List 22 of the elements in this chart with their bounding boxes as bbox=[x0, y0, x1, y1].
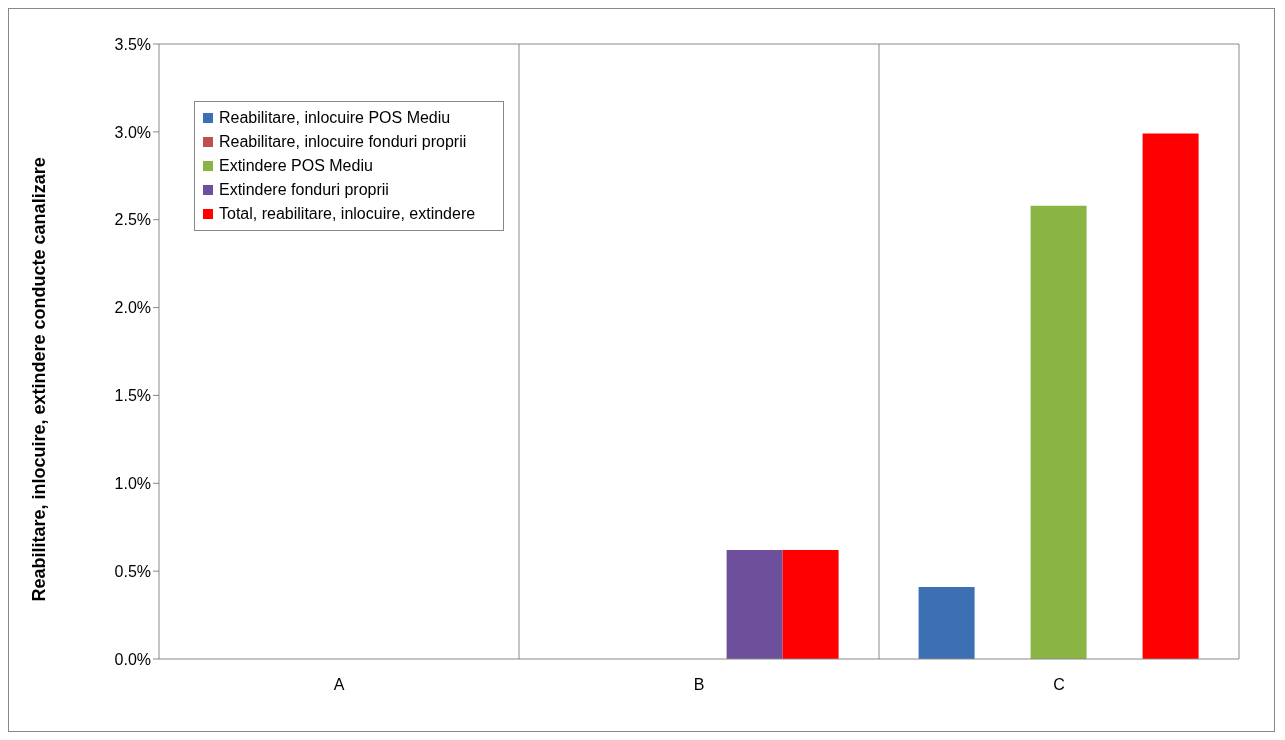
bar bbox=[918, 586, 975, 659]
y-tick-label: 1.5% bbox=[114, 387, 151, 405]
y-tick-label: 2.0% bbox=[114, 299, 151, 317]
legend-label: Reabilitare, inlocuire fonduri proprii bbox=[219, 132, 467, 152]
bar bbox=[1142, 133, 1199, 659]
bar bbox=[1030, 205, 1087, 659]
y-tick-label: 1.0% bbox=[114, 474, 151, 492]
y-tick-label: 0.5% bbox=[114, 562, 151, 580]
legend-label: Total, reabilitare, inlocuire, extindere bbox=[219, 204, 476, 224]
bar bbox=[726, 550, 783, 659]
y-tick-label: 2.5% bbox=[114, 211, 151, 229]
y-tick-label: 3.5% bbox=[114, 35, 151, 53]
y-tick-label: 0.0% bbox=[114, 650, 151, 668]
legend-label: Extindere fonduri proprii bbox=[219, 180, 389, 200]
x-tick-label: B bbox=[693, 676, 705, 694]
legend-label: Reabilitare, inlocuire POS Mediu bbox=[219, 108, 451, 128]
x-tick-label: A bbox=[333, 676, 345, 694]
legend-label: Extindere POS Mediu bbox=[219, 156, 373, 176]
x-tick-label: C bbox=[1053, 676, 1065, 694]
y-axis-title: Reabilitare, inlocuire, extindere conducte canalizare bbox=[29, 157, 50, 602]
y-tick-label: 3.0% bbox=[114, 123, 151, 141]
bar bbox=[782, 550, 839, 659]
